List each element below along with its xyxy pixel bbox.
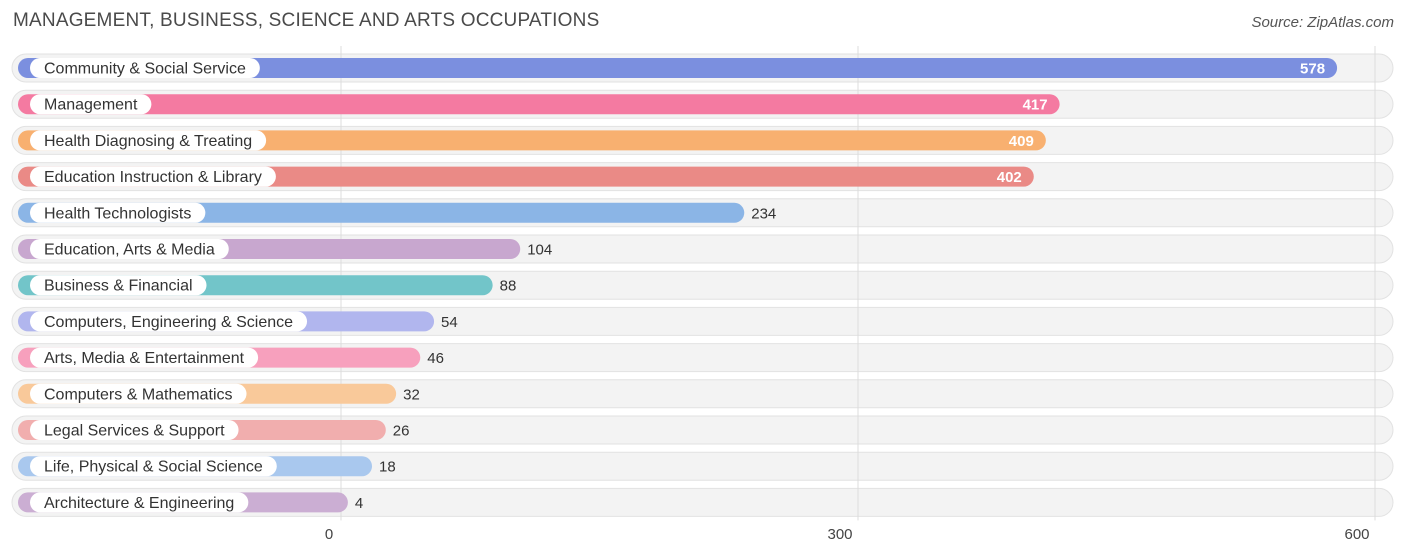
bar-label: Health Technologists <box>44 205 191 222</box>
bar-label-pill <box>30 383 247 404</box>
bar <box>18 94 1060 115</box>
bar-label: Architecture & Engineering <box>44 495 234 512</box>
row-background <box>11 487 1394 517</box>
value-label: 54 <box>441 314 458 331</box>
bar-label-pill <box>30 420 239 440</box>
bar-label-pill <box>30 347 259 368</box>
bar-label: Legal Services & Support <box>44 423 225 440</box>
value-label: 234 <box>751 205 776 222</box>
value-label: 417 <box>1023 97 1048 114</box>
bar-label: Education Instruction & Library <box>44 169 262 186</box>
x-tick-label: 0 <box>325 526 333 543</box>
bar-label-pill <box>30 94 152 115</box>
bar-label: Management <box>44 97 138 114</box>
bar-label: Community & Social Service <box>44 61 246 78</box>
bar-label-pill <box>30 202 206 223</box>
bar-label: Computers, Engineering & Science <box>44 314 293 331</box>
bar <box>18 58 1338 78</box>
value-label: 409 <box>1009 133 1034 150</box>
value-label: 18 <box>379 459 396 476</box>
bar-label-pill <box>30 492 249 513</box>
bar-label-pill <box>30 239 229 259</box>
value-label: 88 <box>500 278 517 295</box>
value-label: 26 <box>393 423 410 440</box>
bar-label-pill <box>30 58 260 78</box>
bar-label-pill <box>30 166 276 187</box>
chart-source: Source: ZipAtlas.com <box>1251 14 1394 31</box>
bar-label: Computers & Mathematics <box>44 386 233 403</box>
value-label: 32 <box>403 386 420 403</box>
bar-label: Health Diagnosing & Treating <box>44 133 252 150</box>
bar-label-pill <box>30 311 308 332</box>
bar-label-pill <box>30 456 277 477</box>
bar-label: Arts, Media & Entertainment <box>44 350 245 367</box>
bar-label-pill <box>30 275 207 296</box>
bar <box>18 130 1046 151</box>
bar-label: Life, Physical & Social Science <box>44 459 263 476</box>
x-tick-label: 300 <box>827 526 852 543</box>
value-label: 46 <box>427 350 444 367</box>
chart-title: MANAGEMENT, BUSINESS, SCIENCE AND ARTS O… <box>13 10 600 31</box>
bar-label: Business & Financial <box>44 278 193 295</box>
bar-label-pill <box>30 130 267 151</box>
value-label: 578 <box>1300 61 1325 78</box>
bar-label: Education, Arts & Media <box>44 242 215 259</box>
value-label: 402 <box>997 169 1022 186</box>
x-tick-label: 600 <box>1344 526 1369 543</box>
value-label: 4 <box>355 495 363 512</box>
value-label: 104 <box>527 242 552 259</box>
